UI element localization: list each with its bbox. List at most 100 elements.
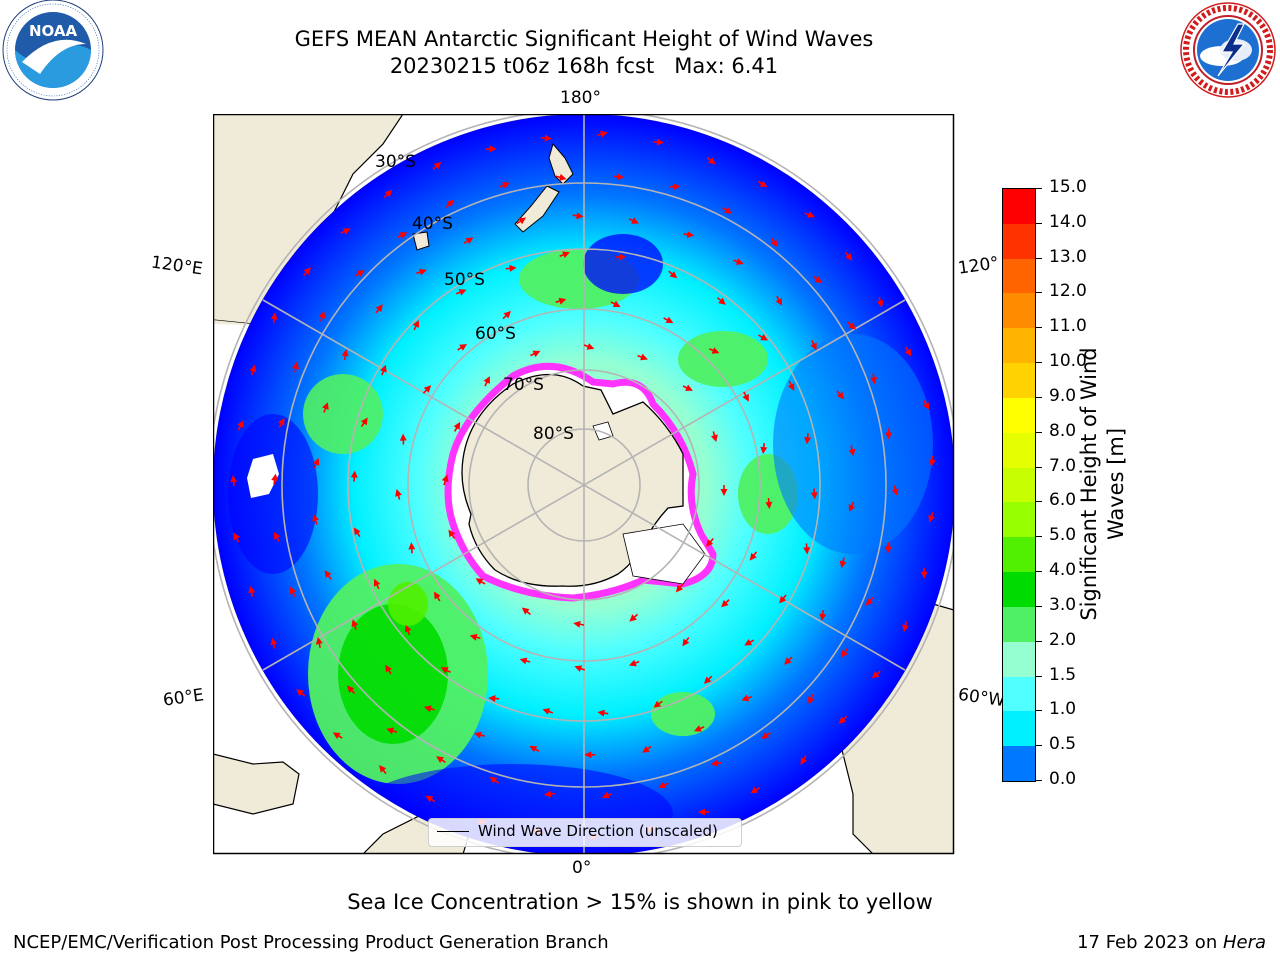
wind-wave-arrowhead bbox=[343, 228, 351, 235]
wind-wave-arrows bbox=[230, 130, 936, 840]
wind-wave-arrowhead bbox=[489, 145, 497, 153]
colorbar-tick-mark bbox=[1035, 431, 1042, 433]
colorbar-tick-label: 1.5 bbox=[1049, 664, 1077, 685]
wind-wave-arrowhead bbox=[761, 732, 770, 739]
wind-wave-arrowhead bbox=[380, 364, 387, 373]
legend-label: Wind Wave Direction (unscaled) bbox=[478, 822, 718, 840]
wind-wave-arrowhead bbox=[841, 650, 848, 658]
wind-wave-arrowhead bbox=[423, 385, 432, 393]
wind-wave-arrowhead bbox=[385, 664, 392, 673]
wind-wave-arrowhead bbox=[489, 776, 498, 784]
wind-wave-arrowhead bbox=[518, 217, 526, 225]
wind-wave-arrowhead bbox=[441, 474, 449, 483]
wind-wave-arrowhead bbox=[312, 514, 319, 522]
wind-wave-arrowhead bbox=[838, 716, 847, 724]
wind-wave-arrowhead bbox=[871, 671, 880, 679]
wind-wave-arrowhead bbox=[779, 595, 787, 604]
wind-wave-arrowhead bbox=[270, 637, 278, 646]
wind-wave-arrowhead bbox=[742, 393, 749, 402]
wind-wave-arrowhead bbox=[744, 639, 753, 646]
wind-wave-arrowhead bbox=[356, 270, 365, 277]
wind-wave-arrowhead bbox=[807, 211, 815, 218]
colorbar-segment bbox=[1003, 432, 1035, 468]
wind-wave-arrowhead bbox=[784, 657, 792, 665]
wind-wave-arrowhead bbox=[318, 310, 326, 319]
wind-wave-arrowhead bbox=[653, 700, 662, 708]
wind-wave-arrowhead bbox=[658, 781, 667, 789]
colorbar-tick-mark bbox=[1035, 292, 1042, 294]
wind-wave-arrowhead bbox=[787, 383, 795, 391]
wind-wave-arrowhead bbox=[586, 343, 595, 350]
wind-wave-arrowhead bbox=[384, 189, 393, 198]
wind-wave-arrowhead bbox=[502, 182, 510, 189]
wind-wave-arrowhead bbox=[686, 231, 695, 238]
wind-wave-arrowhead bbox=[682, 638, 690, 647]
wind-wave-arrowhead bbox=[631, 217, 639, 224]
wind-wave-arrowhead bbox=[332, 732, 341, 739]
wind-wave-arrowhead bbox=[711, 434, 718, 442]
wind-wave-arrowhead bbox=[920, 571, 928, 579]
wind-wave-arrowhead bbox=[600, 130, 608, 138]
colorbar-tick-mark bbox=[1035, 362, 1042, 364]
wind-wave-arrowhead bbox=[848, 504, 856, 512]
wind-wave-arrowhead bbox=[760, 446, 768, 455]
wind-wave-arrowhead bbox=[351, 619, 359, 627]
colorbar-tick-label: 0.5 bbox=[1049, 734, 1077, 755]
wind-wave-arrowhead bbox=[544, 790, 552, 798]
wind-wave-arrowhead bbox=[509, 264, 517, 272]
colorbar-tick-mark bbox=[1035, 536, 1042, 538]
lat-label-80s: 80°S bbox=[533, 424, 574, 444]
wind-wave-arrowhead bbox=[665, 316, 674, 323]
wind-wave-arrowhead bbox=[735, 258, 744, 265]
wind-wave-arrowhead bbox=[408, 542, 416, 550]
wind-wave-arrowhead bbox=[891, 488, 899, 496]
wind-wave-arrowhead bbox=[573, 620, 581, 628]
wind-wave-arrowhead bbox=[576, 212, 584, 220]
colorbar-segment bbox=[1003, 189, 1035, 224]
lon-label-left-lower: 60°E bbox=[161, 685, 206, 711]
colorbar-tick-label: 8.0 bbox=[1049, 420, 1077, 441]
wind-wave-arrowhead bbox=[810, 342, 817, 351]
colorbar-tick-label: 14.0 bbox=[1049, 211, 1087, 232]
wind-wave-arrowhead bbox=[839, 560, 847, 569]
colorbar-segment bbox=[1003, 502, 1035, 538]
wind-wave-arrowhead bbox=[475, 578, 484, 585]
colorbar-segment bbox=[1003, 606, 1035, 642]
wind-wave-arrowhead bbox=[488, 695, 496, 702]
wind-wave-arrowhead bbox=[440, 667, 449, 674]
wind-wave-arrowhead bbox=[760, 334, 768, 341]
colorbar-tick-label: 15.0 bbox=[1049, 177, 1087, 197]
colorbar-tick-label: 11.0 bbox=[1049, 316, 1087, 337]
wind-wave-arrowhead bbox=[446, 199, 454, 207]
colorbar-tick-label: 6.0 bbox=[1049, 490, 1077, 511]
colorbar-tick-label: 1.0 bbox=[1049, 699, 1077, 720]
colorbar-tick-mark bbox=[1035, 745, 1042, 747]
wind-wave-arrowhead bbox=[296, 689, 304, 697]
wind-wave-arrowhead bbox=[708, 157, 716, 165]
colorbar-segment bbox=[1003, 572, 1035, 607]
wind-wave-arrowhead bbox=[448, 529, 456, 538]
wind-wave-arrowhead bbox=[532, 350, 541, 358]
colorbar-label-line2: Waves [m] bbox=[1104, 427, 1128, 541]
wind-wave-arrowhead bbox=[848, 448, 856, 457]
map-legend: Wind Wave Direction (unscaled) bbox=[428, 818, 742, 847]
wind-wave-arrowhead bbox=[434, 591, 441, 600]
lat-label-60s: 60°S bbox=[475, 324, 516, 344]
legend-line-sample bbox=[437, 831, 469, 832]
wind-wave-arrowhead bbox=[597, 709, 605, 717]
colorbar-tick-mark bbox=[1035, 501, 1042, 503]
colorbar-tick-label: 5.0 bbox=[1049, 525, 1077, 546]
colorbar-tick-mark bbox=[1035, 222, 1042, 224]
colorbar-tick-label: 12.0 bbox=[1049, 281, 1087, 302]
wind-wave-arrowhead bbox=[724, 206, 732, 214]
wind-wave-arrowhead bbox=[800, 757, 808, 765]
colorbar-tick-mark bbox=[1035, 605, 1042, 607]
chart-title-line1: GEFS MEAN Antarctic Significant Height o… bbox=[294, 27, 874, 51]
wind-wave-arrowhead bbox=[711, 347, 720, 354]
wind-wave-arrowhead bbox=[278, 417, 285, 426]
wind-wave-arrowhead bbox=[230, 475, 238, 483]
render-date: 17 Feb 2023 on Hera bbox=[1077, 932, 1266, 953]
wind-wave-arrowhead bbox=[289, 586, 297, 595]
wind-wave-arrowhead bbox=[324, 570, 332, 578]
wind-wave-arrowhead bbox=[386, 727, 394, 735]
